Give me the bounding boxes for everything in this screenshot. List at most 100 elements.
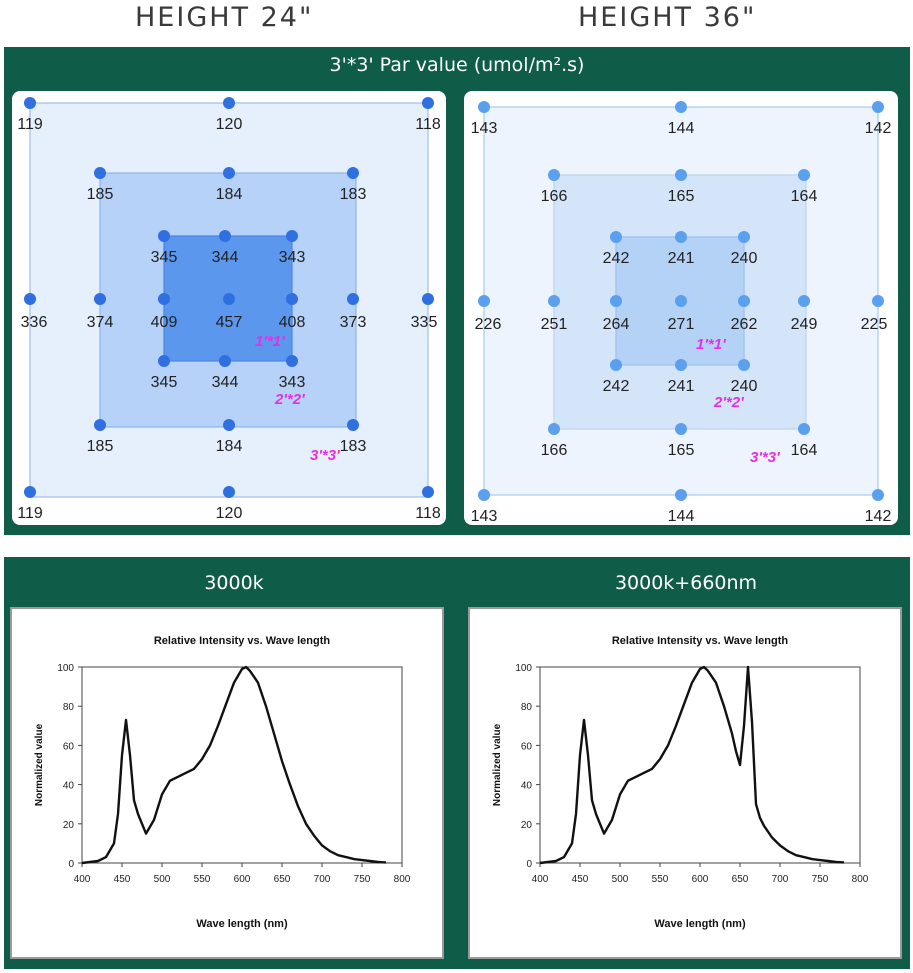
par-value: 344 (212, 249, 239, 266)
par-point (223, 293, 235, 305)
par-map-36: 143 144 142 166 165 164 242 241 240 226 251 264 271 2… (464, 91, 898, 525)
par-value: 142 (865, 120, 892, 137)
par-point (286, 355, 298, 367)
y-tick-label: 40 (521, 781, 533, 792)
par-value: 262 (731, 316, 758, 333)
y-axis-label: Normalized value (492, 723, 503, 806)
par-value: 374 (87, 314, 114, 331)
par-value: 242 (603, 378, 630, 395)
par-value: 120 (216, 505, 243, 522)
par-value: 164 (791, 442, 818, 459)
par-value: 344 (212, 374, 239, 391)
par-value: 144 (668, 508, 695, 525)
x-tick-label: 650 (732, 874, 749, 885)
par-value: 343 (279, 374, 306, 391)
par-point (548, 423, 560, 435)
par-point (223, 97, 235, 109)
par-value: 409 (151, 314, 178, 331)
par-value: 345 (151, 374, 178, 391)
par-value: 345 (151, 249, 178, 266)
par-map-36-svg: 143 144 142 166 165 164 242 241 240 226 251 264 271 2… (471, 101, 892, 525)
par-value: 249 (791, 316, 818, 333)
par-point (610, 359, 622, 371)
x-axis-label: Wave length (nm) (196, 918, 288, 930)
par-point (548, 295, 560, 307)
par-point (347, 293, 359, 305)
x-tick-label: 800 (852, 874, 869, 885)
par-point (738, 231, 750, 243)
label-1x1: 1'*1' (255, 333, 285, 350)
x-tick-label: 700 (314, 874, 331, 885)
x-axis-label: Wave length (nm) (654, 918, 746, 930)
spectrum-title-3000k: 3000k (204, 572, 264, 594)
y-tick-label: 100 (515, 663, 532, 674)
spectrum-chart-3000k-660nm: Relative Intensity vs. Wave length 400 450… (468, 607, 902, 959)
x-tick-label: 400 (532, 874, 549, 885)
par-value: 343 (279, 249, 306, 266)
par-map-24-svg: 119 120 118 185 184 183 345 344 343 336 374 409 457 4… (17, 97, 441, 522)
par-value: 165 (668, 188, 695, 205)
par-point (872, 101, 884, 113)
par-value: 373 (340, 314, 367, 331)
y-tick-label: 40 (63, 781, 75, 792)
par-value: 241 (668, 250, 695, 267)
x-tick-label: 550 (194, 874, 211, 885)
y-tick-label: 100 (57, 663, 74, 674)
par-value: 184 (216, 186, 243, 203)
par-point (798, 295, 810, 307)
par-value: 271 (668, 316, 695, 333)
par-point (94, 167, 106, 179)
par-value: 183 (340, 438, 367, 455)
spectrum-line (539, 665, 845, 865)
par-value: 240 (731, 378, 758, 395)
x-tick-label: 600 (692, 874, 709, 885)
par-point (24, 486, 36, 498)
chart-title: Relative Intensity vs. Wave length (154, 635, 331, 647)
par-point (24, 293, 36, 305)
par-value: 118 (415, 116, 441, 133)
x-tick-label: 500 (612, 874, 629, 885)
par-value: 118 (415, 505, 441, 522)
y-tick-label: 20 (63, 820, 75, 831)
par-point (675, 359, 687, 371)
x-tick-label: 550 (652, 874, 669, 885)
x-tick-label: 800 (394, 874, 411, 885)
label-3x3: 3'*3' (310, 447, 340, 464)
par-point (24, 97, 36, 109)
par-point (347, 419, 359, 431)
x-tick-label: 450 (114, 874, 131, 885)
par-point (798, 423, 810, 435)
x-tick-label: 750 (812, 874, 829, 885)
y-axis-label: Normalized value (34, 723, 45, 806)
y-tick-label: 0 (68, 859, 74, 870)
par-point (548, 169, 560, 181)
par-value: 251 (541, 316, 568, 333)
par-point (478, 101, 490, 113)
par-point (223, 419, 235, 431)
par-value: 240 (731, 250, 758, 267)
par-point (422, 293, 434, 305)
par-value: 165 (668, 442, 695, 459)
par-value: 119 (17, 505, 43, 522)
par-point (738, 359, 750, 371)
par-point (738, 295, 750, 307)
par-value: 242 (603, 250, 630, 267)
par-value: 142 (865, 508, 892, 525)
par-point (675, 101, 687, 113)
par-point (675, 489, 687, 501)
heading-height-36: HEIGHT 36" (578, 2, 757, 33)
par-value: 241 (668, 378, 695, 395)
par-value: 185 (87, 438, 114, 455)
heading-height-24: HEIGHT 24" (135, 2, 314, 33)
par-point (675, 423, 687, 435)
par-value: 143 (471, 120, 498, 137)
label-2x2: 2'*2' (274, 391, 305, 408)
par-point (872, 295, 884, 307)
par-point (422, 486, 434, 498)
y-tick-label: 80 (63, 702, 75, 713)
x-tick-label: 700 (772, 874, 789, 885)
par-point (872, 489, 884, 501)
par-value: 119 (17, 116, 43, 133)
par-point (610, 295, 622, 307)
